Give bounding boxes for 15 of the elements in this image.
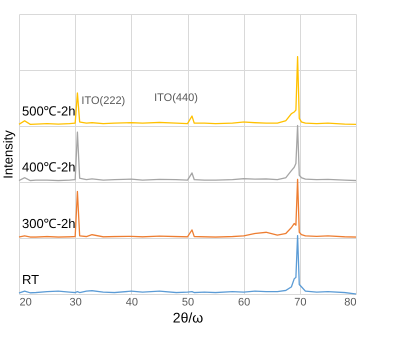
x-tick-label: 60 bbox=[238, 296, 250, 308]
y-axis-title: Intensity bbox=[0, 130, 16, 179]
annotation: ITO(440) bbox=[154, 92, 198, 104]
x-tick-label: 30 bbox=[70, 296, 82, 308]
x-tick-label: 70 bbox=[294, 296, 306, 308]
x-tick-label: 50 bbox=[182, 296, 194, 308]
series-label: 300℃-2h bbox=[22, 216, 76, 232]
annotation: ITO(222) bbox=[81, 95, 126, 108]
x-tick-label: 20 bbox=[20, 296, 32, 308]
x-axis-title: 2θ/ω bbox=[172, 310, 204, 326]
x-tick-label: 80 bbox=[344, 296, 356, 308]
series-label: RT bbox=[22, 272, 40, 288]
series-label: 500℃-2h bbox=[22, 103, 76, 118]
series-label: 400℃-2h bbox=[22, 160, 76, 175]
x-tick-label: 40 bbox=[126, 296, 138, 308]
